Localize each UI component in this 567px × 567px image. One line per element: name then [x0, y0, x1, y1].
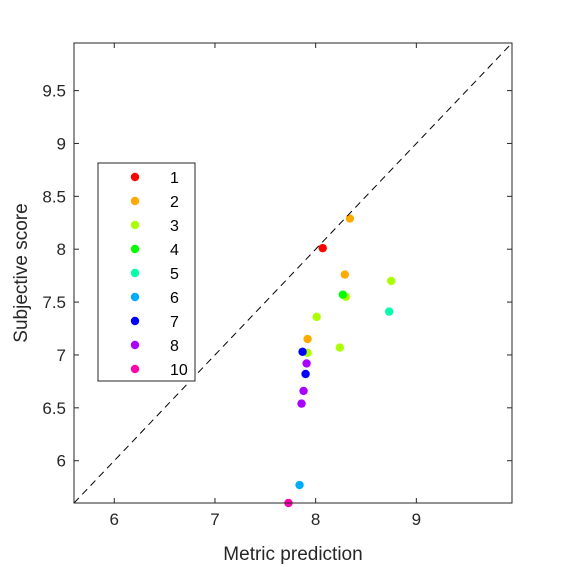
legend-marker-3 — [130, 220, 140, 230]
data-point-series-5 — [384, 307, 394, 316]
data-point-series-2 — [303, 334, 312, 344]
x-axis-label: Metric prediction — [223, 544, 362, 565]
data-point-series-8 — [297, 399, 306, 408]
data-point-series-7 — [301, 369, 310, 379]
legend-label-8: 8 — [170, 338, 179, 355]
y-tick-label: 6.5 — [42, 399, 66, 418]
y-tick-label: 7 — [57, 346, 66, 365]
legend-marker-1 — [130, 172, 140, 182]
x-axis-ticks: 6 7 8 9 — [110, 43, 421, 529]
legend: 1 2 3 4 5 6 7 8 10 — [97, 162, 196, 382]
legend-label-4: 4 — [170, 242, 179, 259]
legend-label-2: 2 — [170, 194, 179, 211]
x-tick-label: 7 — [210, 510, 219, 529]
data-point-series-3 — [312, 312, 321, 322]
y-tick-label: 6 — [57, 452, 66, 471]
data-point-series-2 — [340, 270, 350, 279]
data-point-series-3 — [386, 276, 396, 286]
plot-frame — [73, 42, 513, 504]
legend-marker-2 — [130, 196, 140, 206]
legend-label-7: 7 — [170, 314, 179, 331]
legend-marker-7 — [130, 316, 140, 326]
legend-label-6: 6 — [170, 290, 179, 307]
x-tick-label: 8 — [311, 510, 320, 529]
data-point-series-6 — [295, 480, 304, 490]
legend-label-1: 1 — [170, 170, 179, 187]
y-axis-label: Subjective score — [11, 203, 32, 342]
y-tick-label: 8 — [57, 240, 66, 259]
data-point-series-1 — [318, 243, 327, 253]
legend-marker-6 — [130, 292, 140, 302]
y-axis-ticks: 6 6.5 7 7.5 8 8.5 9 9.5 — [42, 82, 512, 471]
data-point-series-2 — [345, 214, 355, 223]
y-tick-label: 9 — [57, 134, 66, 153]
data-points — [284, 214, 396, 508]
y-tick-label: 8.5 — [42, 187, 66, 206]
legend-label-3: 3 — [170, 218, 179, 235]
data-point-series-8 — [299, 386, 308, 396]
legend-marker-5 — [130, 268, 140, 278]
identity-reference-line — [73, 42, 513, 504]
data-point-series-3 — [335, 343, 345, 352]
x-tick-label: 9 — [412, 510, 421, 529]
legend-label-10: 10 — [170, 362, 188, 379]
y-tick-label: 9.5 — [42, 82, 66, 101]
legend-marker-4 — [130, 244, 140, 254]
legend-marker-10 — [130, 364, 140, 374]
x-tick-label: 6 — [110, 510, 119, 529]
data-point-series-7 — [298, 347, 307, 356]
y-tick-label: 7.5 — [42, 293, 66, 312]
data-point-series-8 — [302, 359, 311, 368]
legend-marker-8 — [130, 340, 140, 350]
data-point-series-4 — [338, 290, 348, 299]
legend-label-5: 5 — [170, 266, 179, 283]
legend-box — [97, 162, 196, 382]
